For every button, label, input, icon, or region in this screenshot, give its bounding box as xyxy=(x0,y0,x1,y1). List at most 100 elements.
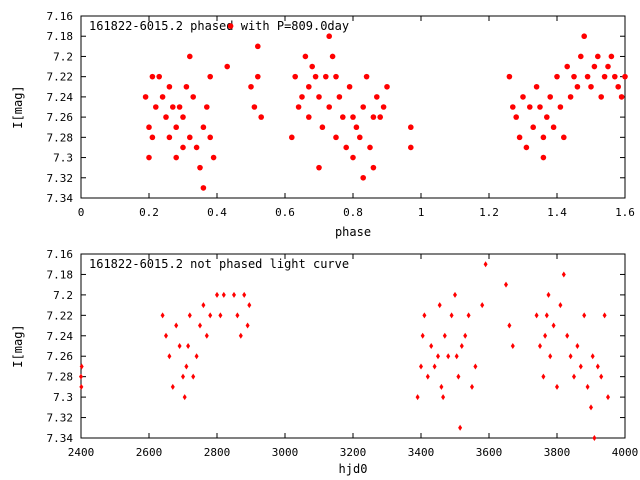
data-point xyxy=(247,302,252,309)
data-point xyxy=(312,73,319,80)
data-point xyxy=(323,73,329,80)
data-point xyxy=(176,104,183,110)
data-point xyxy=(601,73,608,80)
x-tick-label: 3600 xyxy=(476,446,503,459)
data-point xyxy=(377,114,384,120)
data-point xyxy=(598,94,604,100)
data-point xyxy=(441,394,446,401)
data-point xyxy=(592,435,597,441)
data-point xyxy=(186,343,191,349)
data-point xyxy=(419,363,423,370)
data-point xyxy=(590,353,595,360)
data-point xyxy=(507,322,512,329)
data-point xyxy=(254,43,261,50)
data-point xyxy=(167,353,172,360)
x-tick-label: 3800 xyxy=(544,446,571,459)
data-point xyxy=(454,353,459,360)
y-tick-label: 7.2 xyxy=(53,289,73,302)
data-point xyxy=(316,94,322,100)
x-axis-label: hjd0 xyxy=(339,462,368,476)
x-axis-label: phase xyxy=(335,225,371,239)
data-point xyxy=(523,144,530,151)
y-tick-label: 7.16 xyxy=(47,248,74,261)
y-tick-label: 7.22 xyxy=(47,71,74,84)
y-tick-label: 7.18 xyxy=(47,268,74,281)
data-point xyxy=(193,144,200,151)
data-point xyxy=(470,383,474,390)
data-point xyxy=(153,104,159,110)
data-point xyxy=(618,94,625,100)
data-point xyxy=(160,312,165,319)
data-point xyxy=(408,144,414,151)
data-point xyxy=(408,124,414,131)
y-tick-label: 7.3 xyxy=(53,391,73,404)
data-point xyxy=(589,404,593,411)
data-point xyxy=(149,73,156,80)
data-point xyxy=(146,154,152,161)
data-point xyxy=(166,83,173,90)
y-tick-label: 7.16 xyxy=(47,10,74,23)
x-tick-label: 1.4 xyxy=(547,206,567,219)
data-point xyxy=(483,261,488,268)
data-point xyxy=(453,291,457,298)
data-point xyxy=(204,332,209,339)
data-point xyxy=(561,271,566,278)
data-point xyxy=(333,134,339,141)
data-point xyxy=(170,383,175,390)
data-point xyxy=(506,73,513,80)
data-point xyxy=(166,134,173,141)
data-point xyxy=(295,104,302,110)
data-point xyxy=(612,73,618,80)
data-point xyxy=(550,124,557,131)
data-point xyxy=(582,312,587,319)
data-point xyxy=(540,134,547,141)
y-tick-label: 7.3 xyxy=(53,152,73,165)
data-point xyxy=(248,83,254,90)
data-point xyxy=(422,312,427,319)
data-point xyxy=(180,114,186,120)
data-point xyxy=(555,383,559,390)
data-point xyxy=(204,104,210,110)
plot-frame xyxy=(80,253,626,439)
data-point xyxy=(306,114,312,120)
data-point xyxy=(437,302,442,309)
y-tick-label: 7.32 xyxy=(47,172,74,185)
data-point xyxy=(350,114,356,120)
data-point xyxy=(564,63,570,70)
data-point xyxy=(544,312,549,319)
data-point xyxy=(527,104,533,110)
data-point xyxy=(436,353,440,360)
data-point xyxy=(446,353,451,360)
data-point xyxy=(547,94,553,100)
data-point xyxy=(142,94,149,100)
data-point xyxy=(343,144,350,151)
data-point xyxy=(238,332,243,339)
data-point xyxy=(439,383,444,390)
data-point xyxy=(591,63,598,70)
y-tick-label: 7.32 xyxy=(47,412,74,425)
y-tick-label: 7.26 xyxy=(47,111,74,124)
data-point xyxy=(380,104,387,110)
data-point xyxy=(572,373,576,380)
y-tick-label: 7.22 xyxy=(47,309,74,322)
data-point xyxy=(164,332,168,339)
data-point xyxy=(173,154,179,161)
data-point xyxy=(198,322,202,329)
data-point xyxy=(554,73,560,80)
data-point xyxy=(183,83,190,90)
data-point xyxy=(326,33,333,40)
x-tick-label: 0.2 xyxy=(139,206,159,219)
data-point xyxy=(173,124,179,131)
data-point xyxy=(302,53,309,60)
data-point xyxy=(585,383,590,390)
data-point xyxy=(565,332,570,339)
data-point xyxy=(567,94,574,100)
data-point xyxy=(163,114,169,120)
x-tick-label: 0.4 xyxy=(207,206,227,219)
data-point xyxy=(333,73,339,80)
data-point xyxy=(326,104,333,110)
data-point xyxy=(384,83,390,90)
y-axis-label: I[mag] xyxy=(11,324,25,367)
data-point xyxy=(292,73,299,80)
